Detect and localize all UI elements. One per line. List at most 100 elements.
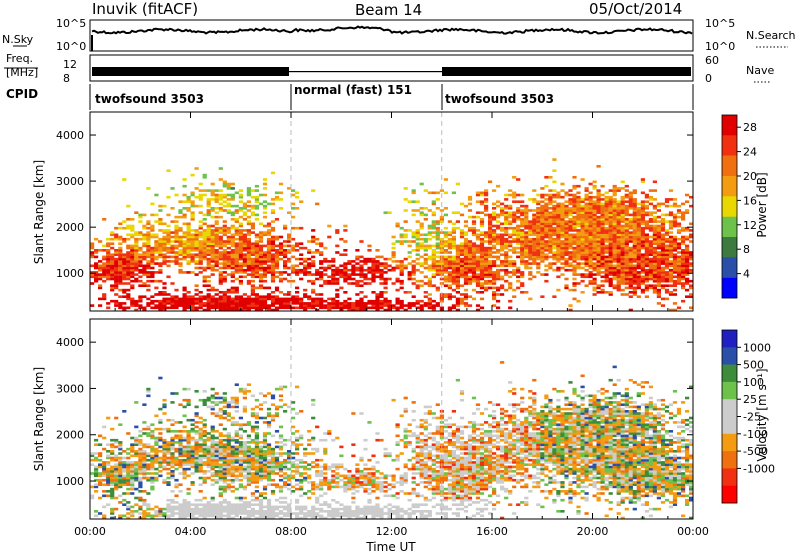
data-cell	[162, 302, 167, 305]
data-cell	[214, 481, 219, 484]
data-cell	[146, 226, 151, 230]
data-cell	[604, 273, 609, 276]
data-cell	[262, 306, 268, 310]
data-cell	[194, 284, 199, 287]
data-cell	[500, 213, 505, 217]
data-cell	[206, 445, 211, 449]
data-cell	[592, 268, 597, 272]
data-cell	[218, 414, 223, 418]
data-cell	[210, 286, 215, 290]
data-cell	[508, 255, 513, 259]
data-cell	[106, 237, 111, 241]
data-cell	[532, 233, 537, 237]
data-cell	[126, 268, 131, 272]
data-cell	[544, 240, 549, 243]
data-cell	[488, 226, 493, 230]
data-cell	[122, 306, 127, 310]
data-cell	[423, 266, 428, 270]
data-cell	[552, 193, 557, 197]
data-cell	[194, 441, 199, 444]
data-cell	[584, 204, 589, 208]
data-cell	[242, 260, 247, 263]
data-cell	[463, 240, 469, 243]
data-cell	[210, 237, 215, 241]
data-cell	[443, 235, 448, 239]
data-cell	[628, 220, 633, 223]
data-cell	[198, 240, 203, 243]
data-cell	[226, 273, 231, 276]
data-cell	[234, 211, 239, 214]
data-cell	[479, 277, 485, 281]
data-cell	[214, 463, 219, 466]
data-cell	[644, 235, 649, 239]
data-cell	[222, 260, 227, 263]
data-cell	[270, 295, 276, 298]
data-cell	[238, 262, 243, 265]
data-cell	[628, 253, 633, 256]
data-cell	[560, 218, 565, 221]
data-cell	[214, 253, 219, 256]
data-cell	[291, 237, 296, 241]
data-cell	[359, 279, 364, 283]
data-cell	[347, 302, 352, 305]
data-cell	[628, 191, 633, 195]
data-cell	[102, 470, 107, 473]
data-cell	[178, 510, 183, 513]
data-cell	[307, 251, 312, 254]
data-cell	[210, 209, 215, 212]
data-cell	[110, 458, 115, 462]
data-cell	[242, 213, 247, 217]
data-cell	[644, 233, 649, 237]
data-cell	[512, 226, 517, 230]
data-cell	[142, 510, 147, 513]
data-cell	[194, 308, 199, 312]
data-cell	[367, 257, 372, 261]
data-cell	[230, 242, 235, 245]
data-cell	[287, 273, 292, 276]
data-cell	[399, 240, 404, 243]
data-cell	[536, 233, 541, 237]
data-cell	[186, 438, 191, 442]
data-cell	[198, 260, 203, 263]
data-cell	[102, 275, 107, 279]
data-cell	[576, 264, 581, 268]
data-cell	[463, 273, 469, 276]
data-cell	[331, 282, 336, 285]
data-cell	[266, 271, 272, 274]
data-cell	[118, 302, 123, 305]
data-cell	[186, 456, 191, 460]
data-cell	[146, 266, 151, 270]
data-cell	[214, 306, 219, 310]
data-cell	[564, 204, 569, 208]
data-cell	[162, 253, 167, 256]
data-cell	[640, 266, 645, 270]
data-cell	[174, 257, 179, 261]
data-cell	[246, 297, 251, 301]
data-cell	[331, 271, 336, 274]
data-cell	[488, 222, 493, 226]
data-cell	[492, 240, 497, 243]
data-cell	[652, 273, 657, 276]
data-cell	[463, 277, 469, 281]
data-cell	[158, 407, 163, 411]
data-cell	[283, 260, 288, 263]
data-cell	[110, 286, 115, 290]
data-cell	[624, 271, 629, 274]
data-cell	[584, 198, 589, 201]
data-cell	[475, 233, 481, 237]
data-cell	[146, 478, 151, 482]
data-cell	[624, 253, 629, 256]
data-cell	[110, 233, 115, 237]
data-cell	[114, 496, 119, 500]
data-cell	[150, 224, 155, 228]
data-cell	[672, 253, 678, 256]
data-cell	[174, 392, 179, 395]
data-cell	[451, 211, 456, 214]
data-cell	[407, 291, 412, 294]
data-cell	[186, 231, 191, 234]
data-cell	[443, 249, 448, 252]
data-cell	[170, 231, 175, 234]
data-cell	[226, 291, 231, 294]
data-cell	[142, 463, 147, 466]
data-cell	[443, 240, 448, 243]
